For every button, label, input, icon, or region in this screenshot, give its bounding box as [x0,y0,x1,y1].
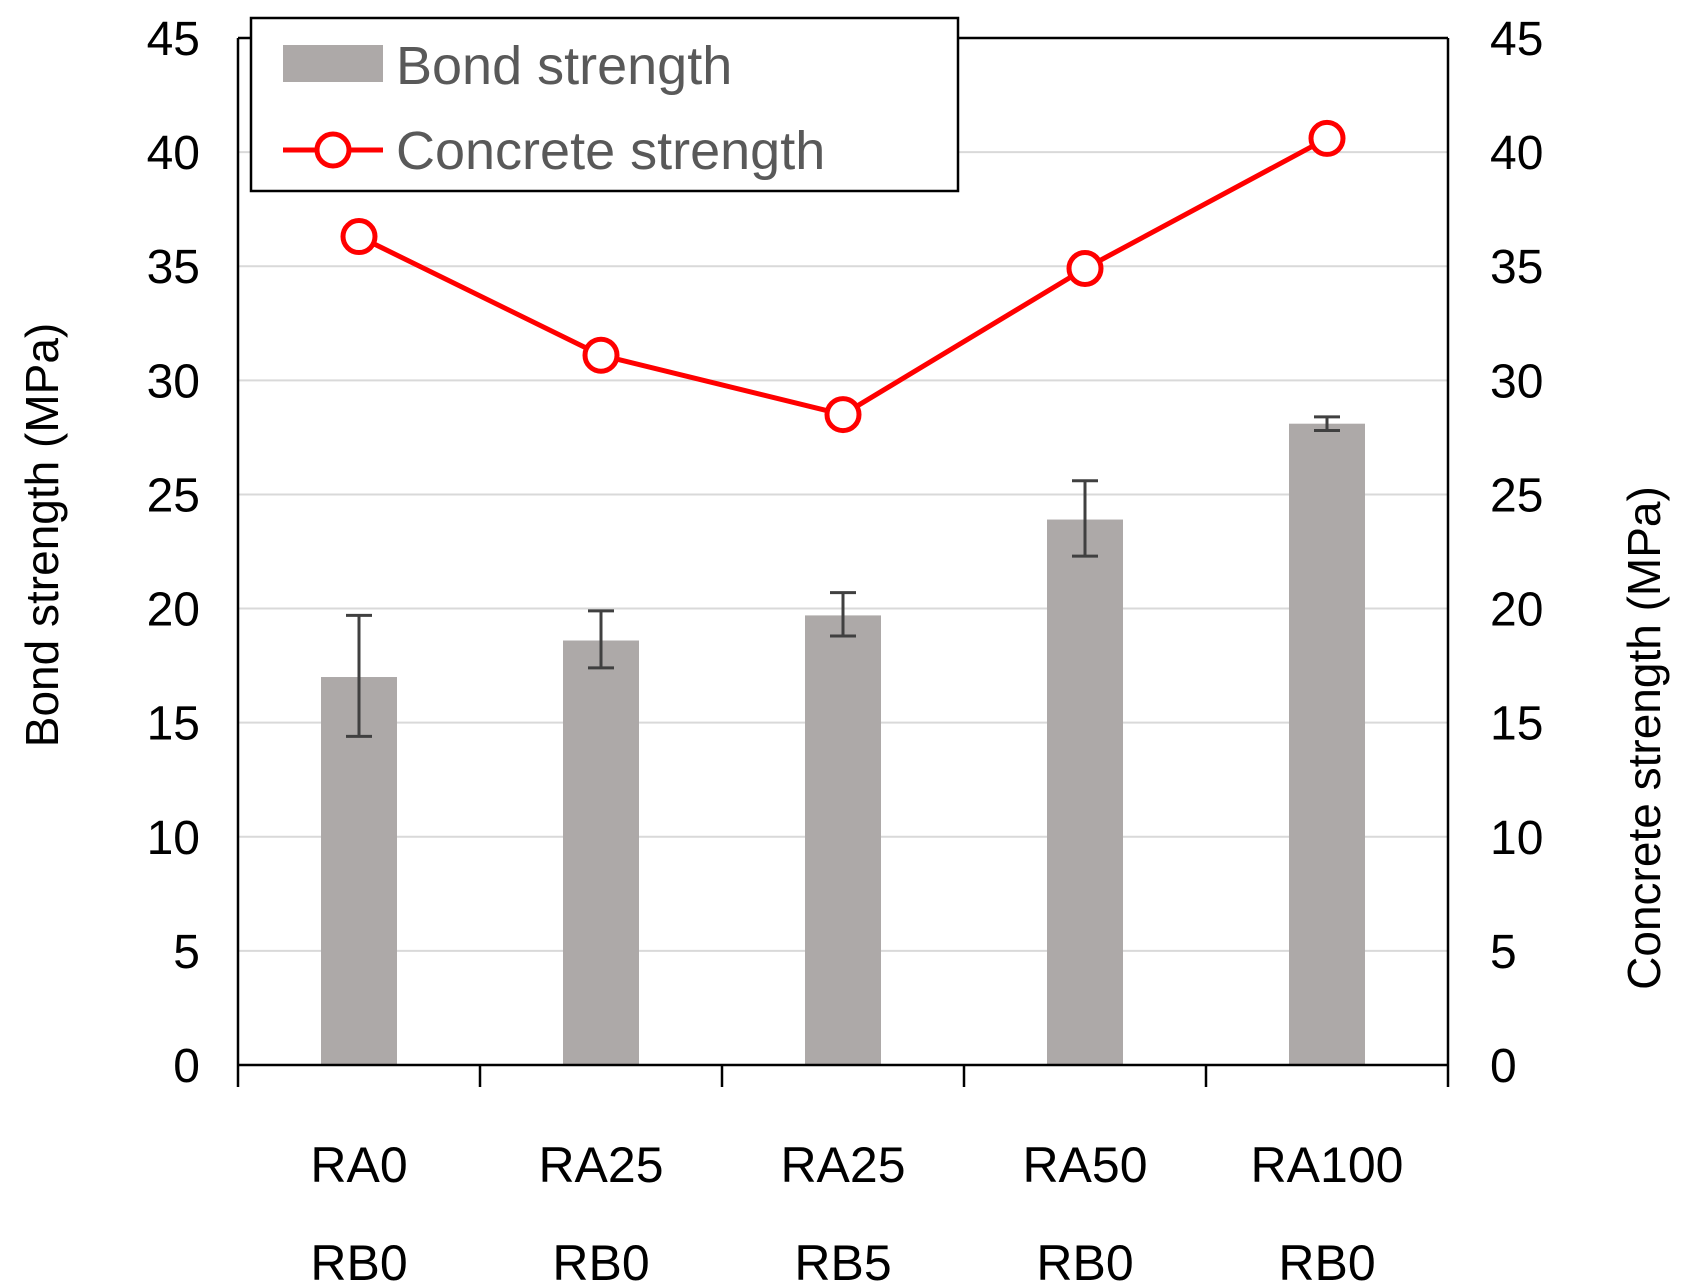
y-tick-label-right: 0 [1490,1040,1517,1093]
bar [1047,519,1123,1065]
legend-marker-concrete-strength [314,131,352,169]
y-tick-label-right: 35 [1490,241,1543,294]
y-tick-label-right: 45 [1490,13,1543,66]
concrete-strength-marker [824,396,862,434]
x-category-label: RA100 [1251,1137,1404,1193]
y-tick-label-right: 40 [1490,127,1543,180]
y-tick-label-left: 5 [173,926,200,979]
y-tick-label-left: 40 [147,127,200,180]
y-tick-label-right: 30 [1490,355,1543,408]
legend-swatch-bond-strength [283,45,383,82]
bar [805,615,881,1065]
concrete-strength-marker [340,218,378,256]
legend-label-bond-strength: Bond strength [396,36,732,96]
x-category-label: RA25 [538,1137,663,1193]
y-tick-label-left: 25 [147,469,200,522]
error-bars [346,415,1340,738]
y-tick-label-left: 0 [173,1040,200,1093]
y-tick-label-right: 5 [1490,926,1517,979]
x-category-label: RA25 [780,1137,905,1193]
concrete-strength-marker [1066,250,1104,288]
y-tick-label-left: 10 [147,812,200,865]
x-category-label: RA50 [1022,1137,1147,1193]
x-category-label: RB5 [794,1235,891,1282]
legend-label-concrete-strength: Concrete strength [396,121,825,181]
tick-labels: 0 0 5 5 10 10 15 15 20 20 25 25 30 30 35 35 40 40 45 45 [147,13,1544,1093]
y-tick-label-right: 25 [1490,469,1543,522]
x-category-label: RA0 [310,1137,407,1193]
y-tick-label-right: 20 [1490,584,1543,637]
bar [563,640,639,1065]
y-tick-label-left: 45 [147,13,200,66]
y-tick-label-left: 15 [147,698,200,751]
y-tick-label-left: 30 [147,355,200,408]
y-tick-label-left: 35 [147,241,200,294]
bar [321,677,397,1065]
y-tick-label-right: 10 [1490,812,1543,865]
y-axis-right-title: Concrete strength (MPa) [1618,486,1670,990]
line-series [340,119,1346,434]
x-category-label: RB0 [310,1235,407,1282]
y-tick-label-left: 20 [147,584,200,637]
category-labels: RA0 RB0 RA25 RB0 RA25 RB5 RA50 RB0 RA100 RB0 [310,1137,1403,1282]
y-tick-label-right: 15 [1490,698,1543,751]
bar [1289,423,1365,1065]
concrete-strength-marker [582,336,620,374]
x-category-label: RB0 [1278,1235,1375,1282]
x-category-label: RB0 [552,1235,649,1282]
x-category-label: RB0 [1036,1235,1133,1282]
concrete-strength-marker [1308,119,1346,157]
y-axis-left-title: Bond strength (MPa) [16,323,68,747]
bar-series [321,423,1365,1065]
legend: Bond strength Concrete strength [249,16,960,193]
